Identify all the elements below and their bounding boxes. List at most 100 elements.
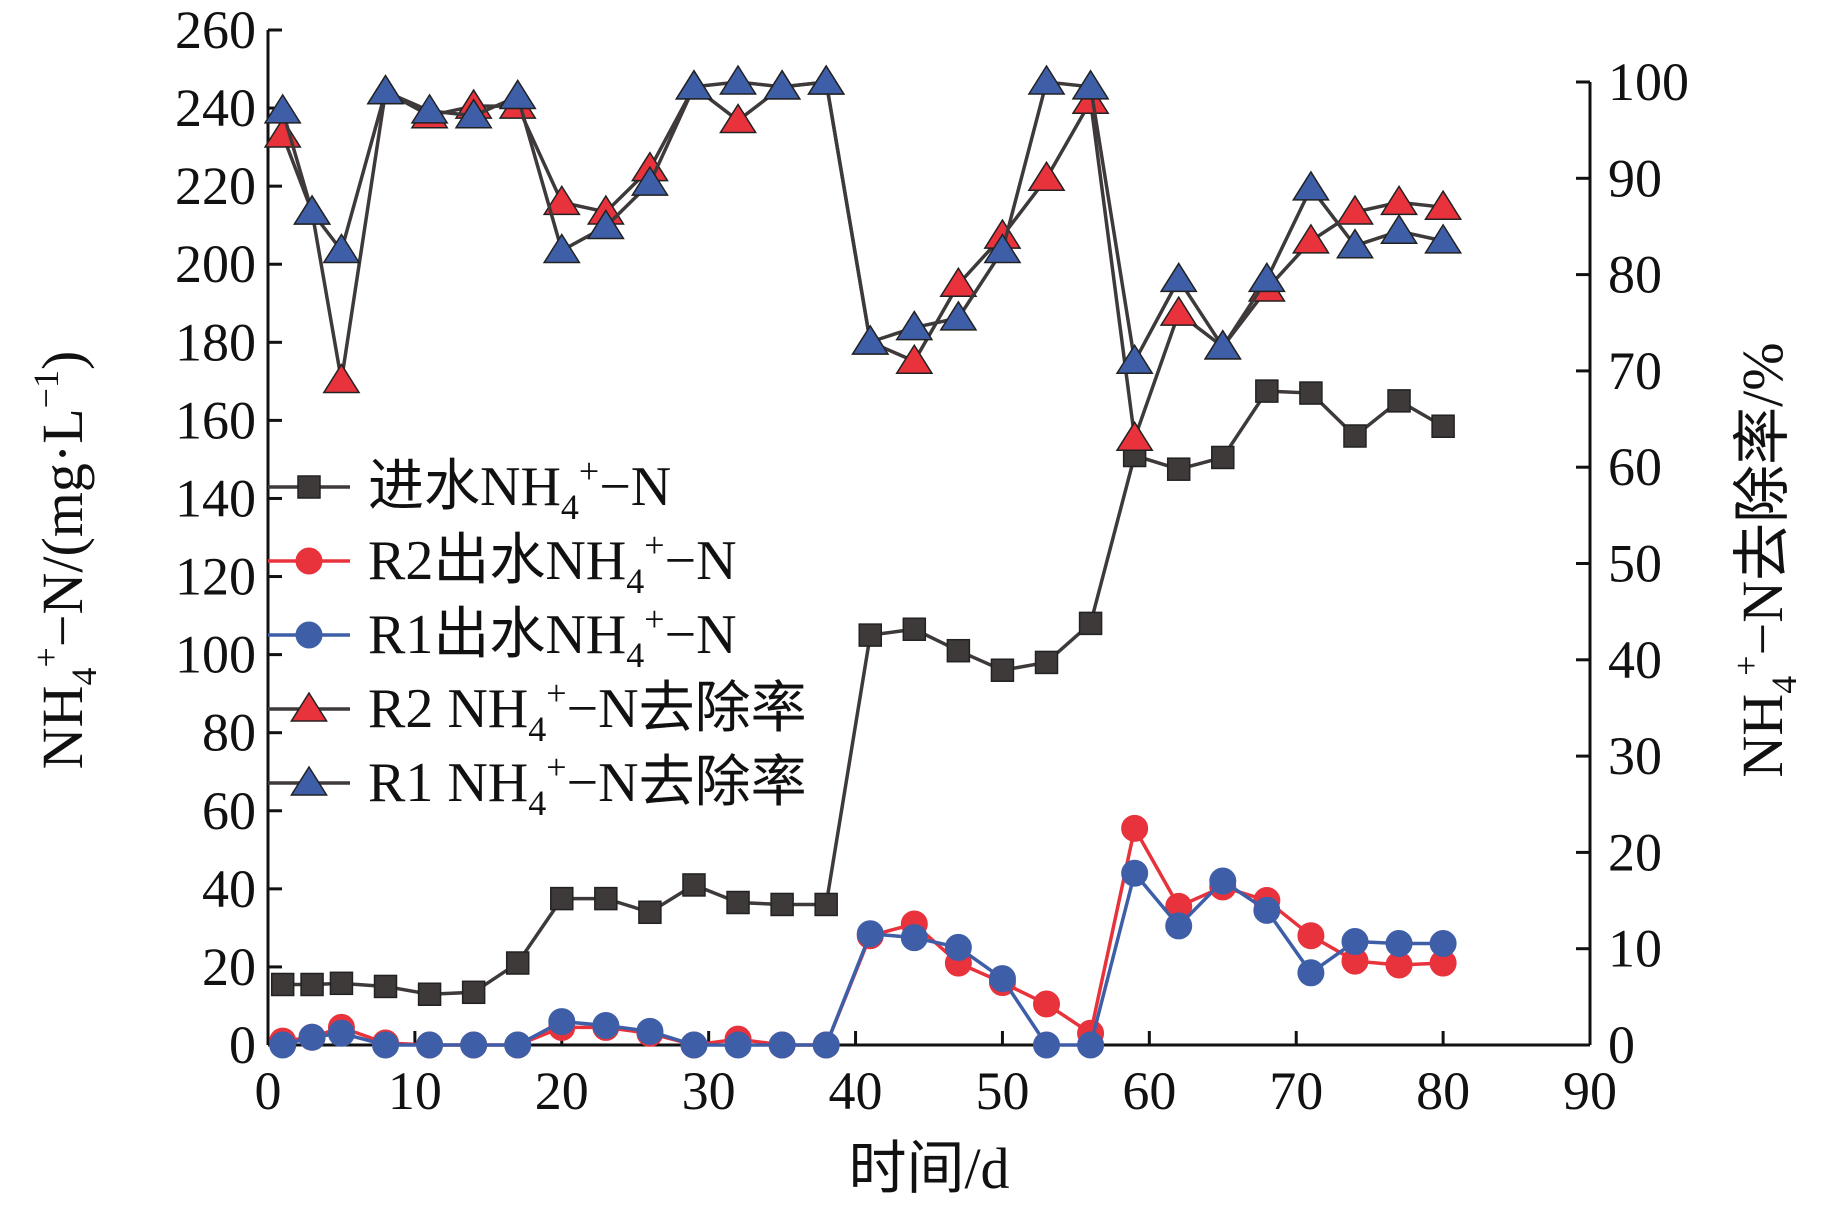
legend-item-r1-effluent: R1出水NH4+−N [268,599,737,675]
data-point-r1-effluent [298,1023,326,1051]
legend-swatch-marker [290,691,328,722]
data-point-r1-effluent [1385,930,1413,957]
data-point-r1-removal [675,69,713,100]
data-point-influent [990,658,1015,682]
data-point-influent [550,886,574,911]
left-y-tick-label: 140 [175,468,256,528]
data-point-r1-effluent [856,920,884,948]
series-r1-removal [263,64,1463,375]
data-point-r1-removal [322,233,361,264]
data-point-influent [1255,379,1279,403]
data-point-r2-effluent [1033,990,1061,1018]
data-point-r2-removal [1336,194,1374,225]
left-y-tick-label: 80 [202,703,256,763]
data-point-r1-removal [1291,170,1330,201]
data-point-influent [946,638,971,663]
left-y-tick-label: 240 [175,78,256,138]
legend-label: R2出水NH4+−N [368,525,737,601]
data-point-r1-removal [719,64,758,95]
right-y-axis-title: NH4+−N去除率/% [1726,342,1804,777]
data-point-influent [505,951,530,975]
data-point-r1-removal [366,74,405,105]
x-tick-label: 0 [255,1061,282,1121]
left-y-axis-title-group: NH4+−N/(mg·L−1) [26,351,104,770]
data-point-r1-removal [1027,64,1066,95]
right-y-tick-label: 40 [1608,630,1662,690]
data-point-r1-removal [1247,262,1286,293]
data-point-influent [1431,414,1455,438]
data-point-r1-removal [1203,329,1242,360]
data-point-r1-effluent [944,933,972,961]
data-point-influent [1034,650,1059,675]
legend-label: R1 NH4+−N去除率 [368,747,807,823]
data-point-r1-removal [939,300,978,331]
data-point-r2-removal [1424,189,1463,220]
data-point-r1-removal [763,69,802,100]
data-point-r2-removal [895,343,934,375]
series-layer [263,64,1463,1059]
data-point-r1-effluent [636,1017,664,1045]
data-point-r2-removal [939,266,978,297]
legend-item-influent: 进水NH4+−N [268,451,671,527]
data-point-r2-removal [322,363,361,394]
data-point-influent [682,873,706,897]
data-point-r1-removal [983,233,1022,264]
data-point-influent [814,892,838,917]
data-point-influent [300,972,324,997]
data-point-r1-effluent [988,965,1016,993]
data-point-influent [1211,445,1235,470]
series-line-r1-removal [281,80,1444,367]
data-point-r1-effluent [592,1011,620,1039]
legend-swatch-marker [295,621,323,649]
data-point-r2-effluent [1121,814,1149,842]
left-y-tick-label: 220 [175,156,256,216]
x-tick-label: 40 [829,1061,883,1121]
data-point-influent [594,886,618,911]
series-line-r1-effluent [282,869,1444,1047]
data-point-r1-effluent [1033,1031,1061,1059]
data-point-influent [270,972,295,997]
data-point-influent [858,623,882,647]
data-point-r1-effluent [1341,928,1369,956]
data-point-r1-removal [498,79,537,110]
data-point-r2-removal [1159,295,1198,326]
data-point-r1-effluent [768,1031,796,1059]
right-y-tick-label: 30 [1608,726,1662,786]
data-point-r1-removal [1424,223,1463,254]
data-point-r1-effluent [269,1031,297,1059]
data-point-influent [726,890,750,915]
data-point-influent [461,980,486,1005]
data-point-r1-removal [1071,69,1110,100]
data-point-r1-removal [1380,213,1419,245]
left-y-tick-label: 0 [229,1015,256,1075]
data-point-r2-removal [1115,420,1154,452]
data-point-r2-removal [542,184,581,216]
x-tick-label: 20 [535,1061,589,1121]
right-y-tick-label: 100 [1608,52,1689,112]
data-point-influent [902,617,927,641]
data-point-r2-removal [1027,160,1066,192]
right-y-tick-label: 20 [1608,822,1662,882]
legend-swatch-marker [295,547,323,575]
left-y-tick-label: 100 [175,625,256,685]
data-point-r1-effluent [327,1019,355,1047]
right-y-tick-label: 60 [1608,437,1662,497]
x-tick-label: 70 [1269,1061,1323,1121]
legend-item-r2-removal: R2 NH4+−N去除率 [268,673,807,749]
right-y-tick-label: 50 [1608,534,1662,594]
data-point-r1-removal [630,165,669,196]
data-point-r1-effluent [460,1031,488,1059]
data-point-r1-effluent [1253,896,1281,924]
data-point-influent [638,900,662,925]
data-point-r1-effluent [724,1031,752,1059]
data-point-influent [329,971,354,996]
data-point-r1-removal [293,194,332,225]
data-point-r1-effluent [1209,867,1237,895]
data-point-r1-removal [807,64,846,95]
data-point-influent [373,974,398,999]
legend-label: 进水NH4+−N [368,451,671,527]
x-tick-label: 60 [1122,1061,1176,1121]
data-point-influent [1343,424,1367,448]
data-point-r1-removal [851,324,890,355]
